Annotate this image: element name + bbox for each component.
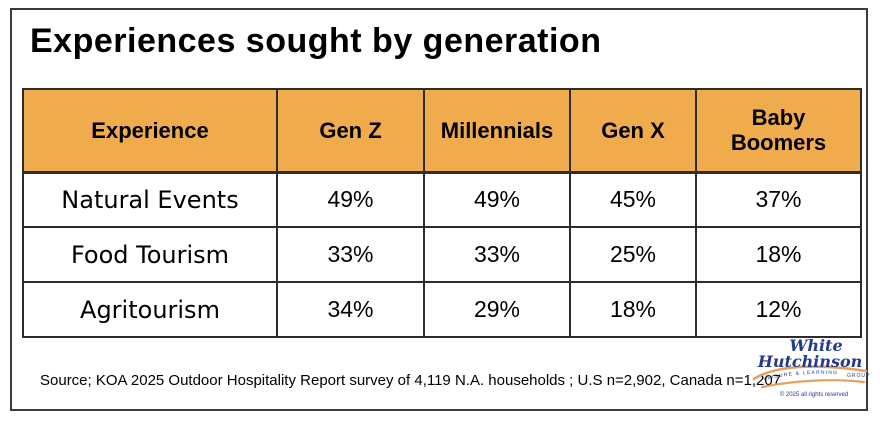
cell-value: 49% [276,171,425,228]
logo-name-line2: Hutchinson [757,352,863,371]
logo-group-label: GROUP [847,373,870,379]
cell-value: 45% [569,171,697,228]
column-header-label: Experience [91,117,209,143]
white-hutchinson-logo: White Hutchinson LEISURE & LEARNING GROU… [752,336,870,398]
logo-swoosh-upper-icon [752,365,868,381]
cell-value: 49% [423,171,571,228]
row-label-agritourism: Agritourism [22,281,278,338]
logo-swoosh-lower-icon [760,379,866,389]
column-header-label: Gen Z [319,117,382,143]
table-row: Food Tourism 33% 33% 25% 18% [22,226,862,283]
column-header-label: Gen X [601,117,665,143]
column-header-gen-z: Gen Z [276,88,425,174]
logo-copyright: © 2025 all rights reserved [780,391,848,398]
column-header-label: Baby Boomers [730,104,827,156]
source-citation: Source; KOA 2025 Outdoor Hospitality Rep… [40,372,782,389]
cell-value: 34% [276,281,425,338]
cell-value: 12% [695,281,862,338]
page-title: Experiences sought by generation [30,22,602,60]
column-header-baby-boomers: Baby Boomers [695,88,862,174]
cell-value: 33% [423,226,571,283]
column-header-gen-x: Gen X [569,88,697,174]
cell-value: 33% [276,226,425,283]
row-label-natural-events: Natural Events [22,171,278,228]
cell-value: 18% [695,226,862,283]
column-header-experience: Experience [22,88,278,174]
column-header-millennials: Millennials [423,88,571,174]
table-row: Natural Events 49% 49% 45% 37% [22,171,862,228]
experiences-table: Experience Gen Z Millennials Gen X Baby … [22,88,862,338]
cell-value: 18% [569,281,697,338]
cell-value: 37% [695,171,862,228]
cell-value: 25% [569,226,697,283]
table-row: Agritourism 34% 29% 18% 12% [22,281,862,338]
cell-value: 29% [423,281,571,338]
logo-name-line1: White [789,336,842,355]
row-label-food-tourism: Food Tourism [22,226,278,283]
header-row: Experience Gen Z Millennials Gen X Baby … [22,88,862,174]
column-header-label: Millennials [440,117,554,143]
